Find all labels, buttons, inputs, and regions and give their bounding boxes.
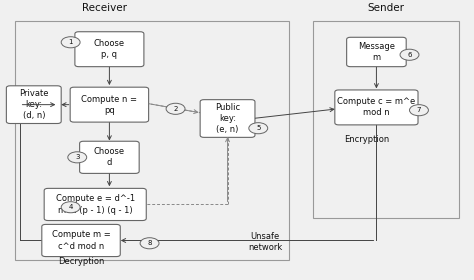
Bar <box>15 22 289 260</box>
Circle shape <box>140 238 159 249</box>
FancyBboxPatch shape <box>80 141 139 173</box>
Text: Encryption: Encryption <box>344 135 390 144</box>
Text: 5: 5 <box>256 125 260 131</box>
Text: 4: 4 <box>68 204 73 210</box>
Circle shape <box>61 202 80 213</box>
Text: 1: 1 <box>68 39 73 45</box>
FancyBboxPatch shape <box>346 37 406 67</box>
Text: Choose
d: Choose d <box>94 147 125 167</box>
FancyBboxPatch shape <box>70 87 149 122</box>
Text: Unsafe
network: Unsafe network <box>248 232 283 251</box>
Text: 8: 8 <box>147 240 152 246</box>
Text: Private
key:
(d, n): Private key: (d, n) <box>19 89 48 120</box>
Text: Public
key:
(e, n): Public key: (e, n) <box>215 103 240 134</box>
Text: Message
m: Message m <box>358 42 395 62</box>
FancyBboxPatch shape <box>44 188 146 221</box>
Circle shape <box>249 123 268 134</box>
Text: Compute m =
c^d mod n: Compute m = c^d mod n <box>52 230 110 251</box>
FancyBboxPatch shape <box>200 100 255 137</box>
Text: Compute e = d^-1
mod (p - 1) (q - 1): Compute e = d^-1 mod (p - 1) (q - 1) <box>55 194 135 214</box>
Circle shape <box>410 105 428 116</box>
FancyBboxPatch shape <box>6 86 61 123</box>
FancyBboxPatch shape <box>335 90 418 125</box>
Text: 7: 7 <box>417 107 421 113</box>
Text: 6: 6 <box>407 52 412 58</box>
Circle shape <box>400 49 419 60</box>
Text: Choose
p, q: Choose p, q <box>94 39 125 59</box>
Text: Decryption: Decryption <box>58 257 104 266</box>
Circle shape <box>68 152 87 163</box>
Text: 3: 3 <box>75 154 80 160</box>
Text: Sender: Sender <box>367 3 404 13</box>
FancyBboxPatch shape <box>75 32 144 67</box>
Circle shape <box>166 103 185 114</box>
Circle shape <box>61 37 80 48</box>
FancyBboxPatch shape <box>42 224 120 256</box>
Text: 2: 2 <box>173 106 178 112</box>
Bar <box>313 22 459 218</box>
Text: Receiver: Receiver <box>82 3 127 13</box>
Text: Compute c = m^e
mod n: Compute c = m^e mod n <box>337 97 416 118</box>
Text: Compute n =
pq: Compute n = pq <box>82 95 137 115</box>
